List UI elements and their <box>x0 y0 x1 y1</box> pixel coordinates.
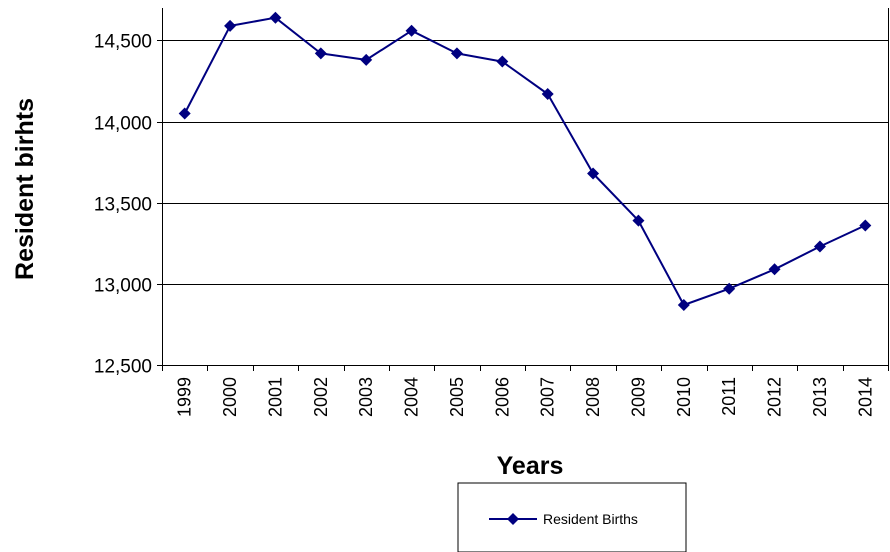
series-line-0 <box>183 16 866 306</box>
x-tick-label-2012: 2012 <box>765 377 785 417</box>
data-point-2011 <box>723 282 736 295</box>
x-tick-label-2011: 2011 <box>719 377 739 416</box>
data-point-2012 <box>768 263 781 276</box>
x-tick-label-2004: 2004 <box>402 377 422 417</box>
y-tick-label-14500: 14,500 <box>94 32 152 53</box>
x-tick-label-2009: 2009 <box>628 377 648 417</box>
data-point-2007 <box>541 88 554 101</box>
data-point-2004 <box>405 24 418 37</box>
x-axis-title: Years <box>497 452 564 480</box>
data-point-2013 <box>813 240 826 253</box>
data-point-2001 <box>269 11 282 24</box>
y-axis-title: Resident birhts <box>11 98 39 280</box>
y-axis-tick-labels: 12,500 13,000 13,500 14,000 14,500 <box>94 32 152 378</box>
y-tick-label-13000: 13,000 <box>94 276 152 297</box>
legend-label: Resident Births <box>543 511 638 527</box>
data-point-2006 <box>496 55 509 68</box>
x-tick-label-2002: 2002 <box>311 377 331 417</box>
x-tick-label-2003: 2003 <box>356 377 376 417</box>
data-point-2008 <box>587 167 600 180</box>
legend-box <box>457 482 687 552</box>
x-tick-label-2005: 2005 <box>447 377 467 417</box>
x-axis-tick-labels: 1999 2000 2001 2002 2003 2004 2005 2006 2007 2008… <box>175 377 876 417</box>
data-point-2003 <box>360 53 373 66</box>
data-point-2010 <box>677 298 690 311</box>
y-tick-label-13500: 13,500 <box>94 195 152 216</box>
data-point-2009 <box>632 214 645 227</box>
series-resident-births <box>178 11 872 311</box>
plot-area <box>162 8 888 365</box>
y-tick-label-14000: 14,000 <box>94 114 152 135</box>
x-tick-label-2008: 2008 <box>583 377 603 417</box>
gridlines <box>162 40 888 285</box>
x-tick-label-2010: 2010 <box>674 377 694 417</box>
y-tick-label-12500: 12,500 <box>94 357 152 378</box>
data-point-2000 <box>224 19 237 32</box>
data-point-1999 <box>178 107 191 120</box>
data-point-2005 <box>450 47 463 60</box>
x-tick-label-2007: 2007 <box>538 377 558 417</box>
legend: Resident Births <box>457 482 687 552</box>
x-tick-label-2006: 2006 <box>492 377 512 417</box>
x-tick-label-2013: 2013 <box>810 377 830 417</box>
x-tick-label-1999: 1999 <box>175 377 195 417</box>
x-tick-label-2014: 2014 <box>855 377 875 417</box>
axes <box>157 8 889 371</box>
x-tick-label-2000: 2000 <box>220 377 240 417</box>
legend-diamond-marker <box>507 513 519 525</box>
x-tick-label-2001: 2001 <box>265 377 285 417</box>
data-point-2002 <box>314 47 327 60</box>
data-point-2014 <box>859 219 872 232</box>
